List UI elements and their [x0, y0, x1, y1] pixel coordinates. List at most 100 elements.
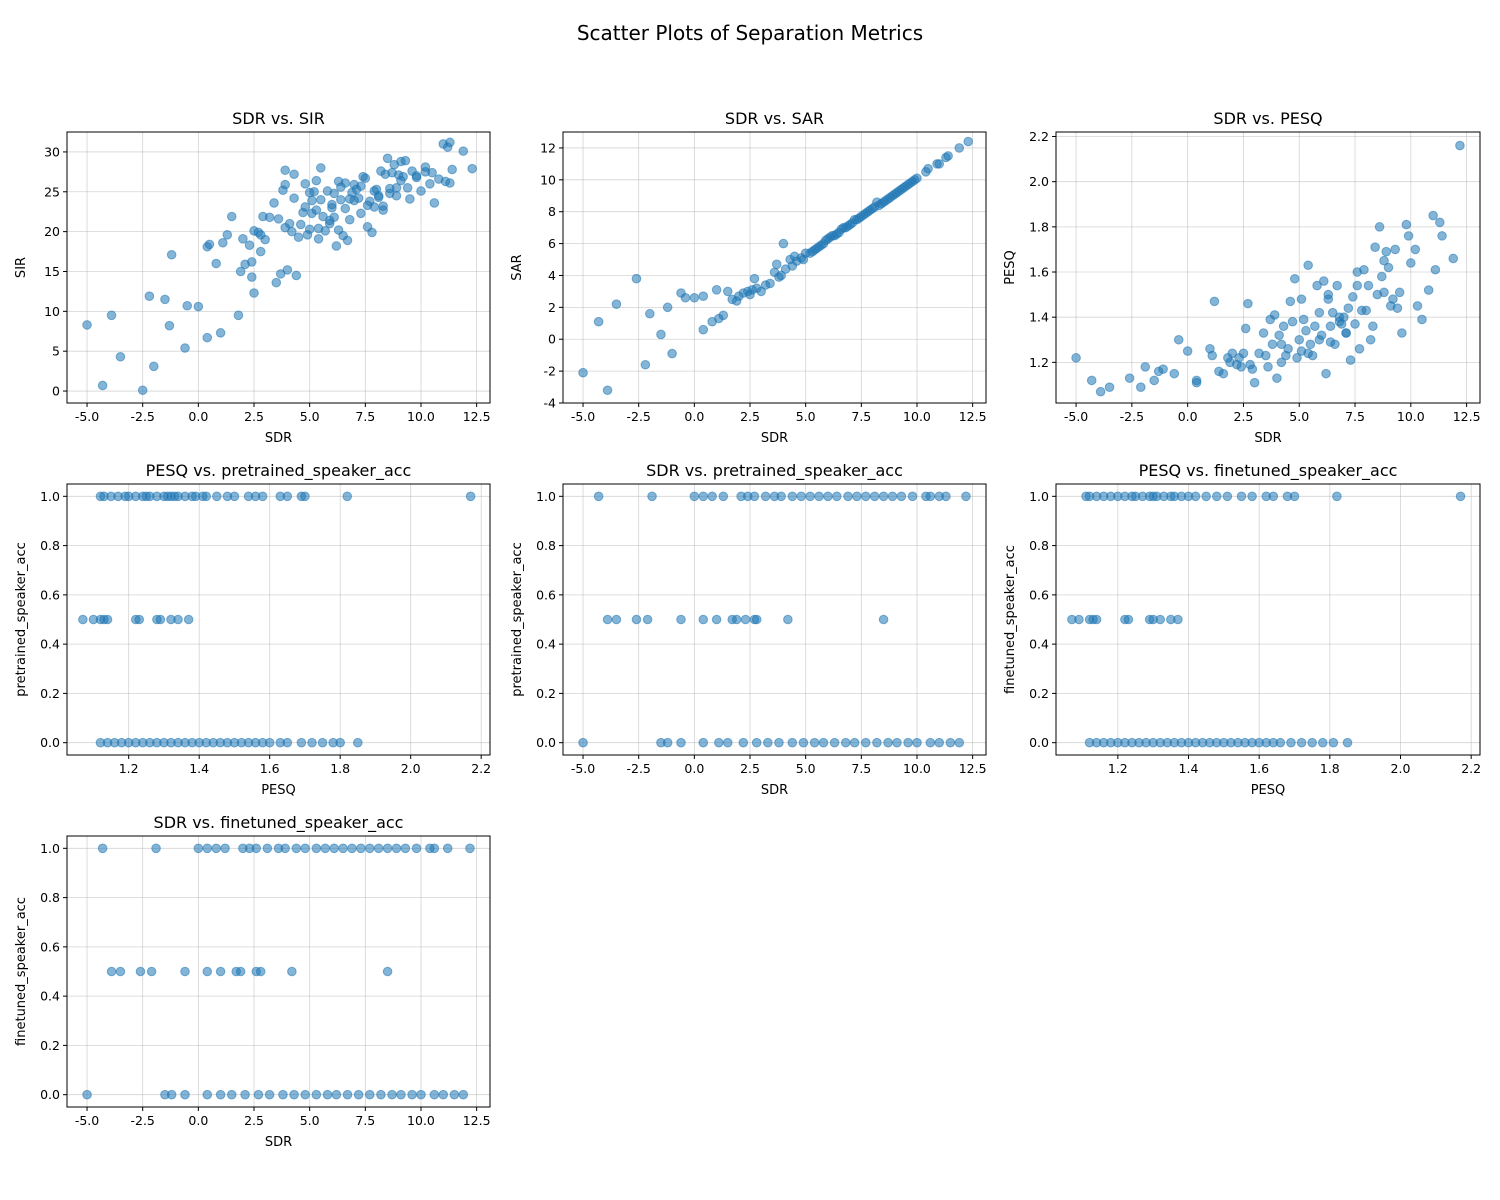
data-point: [722, 286, 733, 297]
x-tick-label: 1.6: [260, 761, 280, 776]
data-point: [1354, 344, 1365, 354]
data-point: [676, 737, 686, 748]
data-point: [676, 614, 686, 625]
x-tick-label: 1.8: [330, 761, 350, 776]
data-point: [329, 843, 339, 854]
data-point: [1412, 301, 1423, 311]
data-point: [751, 614, 762, 625]
data-point: [642, 614, 653, 625]
y-tick-label: 10: [540, 172, 556, 187]
data-point: [814, 491, 824, 502]
data-point: [1379, 287, 1389, 298]
data-point: [202, 332, 213, 343]
data-point: [255, 246, 266, 257]
data-point: [1303, 260, 1313, 271]
y-tick-label: 6: [548, 236, 556, 251]
data-point: [896, 491, 907, 502]
data-point: [1423, 285, 1434, 295]
x-tick-label: -2.5: [1120, 409, 1144, 424]
data-point: [1394, 287, 1405, 298]
y-axis-label: SIR: [14, 257, 29, 278]
x-tick-label: -2.5: [130, 1113, 154, 1128]
figure-suptitle: Scatter Plots of Separation Metrics: [577, 21, 923, 45]
data-point: [765, 278, 775, 289]
data-point: [903, 737, 913, 748]
y-axis-label: pretrained_speaker_acc: [14, 542, 29, 696]
y-tick-label: 4: [548, 268, 556, 283]
data-point: [1276, 357, 1287, 368]
data-point: [718, 310, 729, 321]
data-point: [402, 182, 413, 193]
data-point: [211, 843, 221, 854]
data-point: [860, 491, 871, 502]
y-tick-label: 1.0: [40, 841, 60, 856]
data-point: [280, 165, 290, 176]
data-point: [387, 1089, 397, 1100]
axes-frame: [66, 483, 491, 756]
subplot-2: -5.0 -2.5 0.0 2.5 5.0 7.5 10.0 12.5 -4 -2 0 2 4 6 8 10 1…: [510, 109, 987, 446]
data-point: [331, 1089, 342, 1100]
x-tick-label: 2.0: [1391, 761, 1411, 776]
data-point: [467, 163, 477, 174]
x-tick-label: 0.0: [188, 409, 208, 424]
data-point: [369, 202, 380, 212]
data-point: [1381, 246, 1392, 257]
data-point: [1406, 258, 1416, 268]
data-point: [1287, 316, 1298, 327]
subplots-container: -5.0 -2.5 0.0 2.5 5.0 7.5 10.0 12.5051015202530…: [14, 109, 1481, 1150]
data-point: [818, 737, 829, 748]
data-point: [304, 224, 315, 235]
data-point: [954, 143, 965, 153]
data-point: [718, 491, 729, 502]
data-point: [293, 232, 304, 243]
y-tick-label: -4: [544, 396, 557, 411]
x-tick-label: 12.5: [463, 409, 491, 424]
data-point: [1263, 362, 1273, 372]
x-tick-label: 2.0: [401, 761, 421, 776]
y-tick-label: 0.0: [40, 1087, 60, 1102]
data-point: [1328, 737, 1339, 748]
data-point: [1332, 491, 1342, 502]
y-axis-label: finetuned_speaker_acc: [1003, 545, 1018, 694]
y-tick-label: 0.8: [40, 538, 60, 553]
x-tick-label: -2.5: [130, 409, 154, 424]
data-point: [300, 202, 311, 212]
subplot-title: PESQ vs. finetuned_speaker_acc: [1139, 461, 1398, 481]
data-point: [342, 491, 353, 502]
data-point: [912, 737, 922, 748]
data-point: [202, 966, 213, 977]
data-point: [1173, 334, 1184, 345]
data-point: [324, 215, 335, 226]
data-point: [1316, 330, 1327, 341]
data-point: [391, 843, 402, 854]
data-point: [963, 136, 973, 147]
data-point: [1397, 328, 1407, 338]
y-tick-label: 1.2: [1029, 355, 1049, 370]
data-point: [201, 491, 212, 502]
y-tick-label: 1.4: [1029, 310, 1049, 325]
data-point: [405, 194, 415, 204]
data-point: [680, 292, 691, 303]
data-point: [229, 491, 240, 502]
y-tick-label: 5: [52, 344, 60, 359]
y-tick-label: 0: [52, 384, 60, 399]
data-point: [647, 491, 657, 502]
data-point: [291, 270, 302, 281]
data-point: [1296, 294, 1307, 304]
data-point: [367, 227, 377, 238]
data-point: [887, 491, 898, 502]
data-point: [954, 737, 965, 748]
data-point: [420, 162, 431, 172]
data-point: [1140, 362, 1151, 372]
data-point: [1201, 491, 1211, 502]
y-tick-label: 0.2: [40, 686, 60, 701]
data-point: [445, 137, 455, 148]
data-point: [255, 966, 266, 977]
data-point: [776, 270, 786, 281]
data-point: [640, 359, 651, 370]
data-point: [97, 380, 108, 391]
data-point: [1312, 280, 1322, 291]
data-point: [1341, 328, 1351, 338]
subplot-title: SDR vs. PESQ: [1213, 109, 1322, 128]
data-point: [731, 614, 742, 625]
